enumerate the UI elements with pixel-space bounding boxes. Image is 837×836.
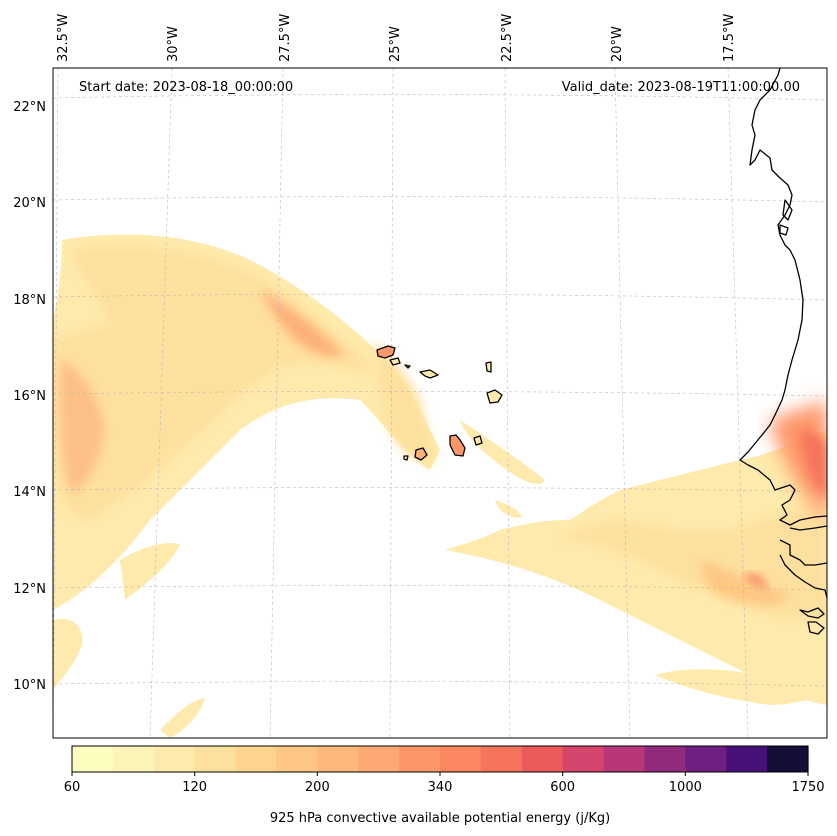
colorbar-swatch <box>194 746 237 772</box>
island-sao-nicolau <box>419 369 439 379</box>
colorbar-swatch <box>399 746 441 772</box>
island-santa-luzia <box>404 364 411 369</box>
start-date-label: Start date: 2023-08-18_00:00:00 <box>79 80 293 95</box>
cape-west-core2 <box>59 360 105 495</box>
cape-verde-islands <box>376 345 503 461</box>
gridlines <box>53 68 827 738</box>
latitude-labels: 22°N 20°N 18°N 16°N 14°N 12°N 10°N <box>13 100 46 693</box>
cape-west-core <box>260 290 345 357</box>
colorbar: 60 120 200 340 600 1000 1750 925 hPa convectiv… <box>64 745 825 826</box>
lon-label: 25°W <box>388 26 403 62</box>
lon-label: 22.5°W <box>500 14 515 62</box>
lat-label: 18°N <box>13 293 46 308</box>
cape-field-east <box>445 400 827 705</box>
lat-label: 22°N <box>13 100 46 115</box>
colorbar-swatch <box>112 746 155 772</box>
colorbar-swatch <box>440 746 482 772</box>
lat-label: 14°N <box>13 485 46 500</box>
cape-west-patch <box>120 543 180 600</box>
lat-label: 16°N <box>13 389 46 404</box>
colorbar-tick-label: 600 <box>550 780 575 795</box>
cape-field-west <box>53 234 440 738</box>
colorbar-tick-label: 200 <box>305 780 330 795</box>
colorbar-swatch <box>603 746 646 772</box>
colorbar-swatch <box>276 746 318 772</box>
lon-label: 32.5°W <box>56 14 71 62</box>
colorbar-swatch <box>235 746 278 772</box>
island-maio <box>473 435 483 446</box>
lat-label: 10°N <box>13 678 46 693</box>
colorbar-swatch <box>72 746 114 772</box>
colorbar-swatch <box>767 746 809 772</box>
lat-label: 12°N <box>13 582 46 597</box>
colorbar-tick-label: 1750 <box>791 780 824 795</box>
island-fogo <box>414 447 428 461</box>
lon-label: 30°W <box>166 26 181 62</box>
map-area <box>53 68 827 738</box>
colorbar-swatch <box>317 746 359 772</box>
colorbar-ticks: 60 120 200 340 600 1000 1750 <box>64 772 825 795</box>
map-border <box>52 67 828 739</box>
colorbar-swatch <box>562 746 605 772</box>
colorbar-label: 925 hPa convective available potential e… <box>270 811 610 826</box>
lat-label: 20°N <box>13 196 46 211</box>
island-santiago <box>449 434 466 457</box>
island-sal <box>485 361 492 373</box>
lon-label: 17.5°W <box>722 14 737 62</box>
colorbar-swatches <box>72 746 809 772</box>
africa-coastline <box>739 68 827 635</box>
cape-field-islands <box>375 340 545 518</box>
colorbar-tick-label: 1000 <box>669 780 702 795</box>
colorbar-swatch <box>521 746 564 772</box>
island-sao-vicente <box>389 357 401 366</box>
colorbar-swatch <box>153 746 196 772</box>
lon-label: 20°W <box>610 26 625 62</box>
cape-south-patch <box>160 698 205 738</box>
lon-label: 27.5°W <box>278 14 293 62</box>
island-boa-vista <box>486 389 503 404</box>
cape-west-patch2 <box>53 618 83 690</box>
colorbar-swatch <box>480 746 523 772</box>
colorbar-swatch <box>644 746 686 772</box>
colorbar-swatch <box>726 746 768 772</box>
island-santo-antao <box>376 345 396 359</box>
colorbar-tick-label: 120 <box>182 780 207 795</box>
valid-date-label: Valid_date: 2023-08-19T11:00:00.00 <box>562 80 800 95</box>
colorbar-swatch <box>358 746 400 772</box>
colorbar-tick-label: 340 <box>428 780 453 795</box>
colorbar-swatch <box>685 746 727 772</box>
longitude-labels: 32.5°W 30°W 27.5°W 25°W 22.5°W 20°W 17.5… <box>56 14 737 62</box>
colorbar-tick-label: 60 <box>64 780 81 795</box>
island-brava <box>403 455 409 461</box>
